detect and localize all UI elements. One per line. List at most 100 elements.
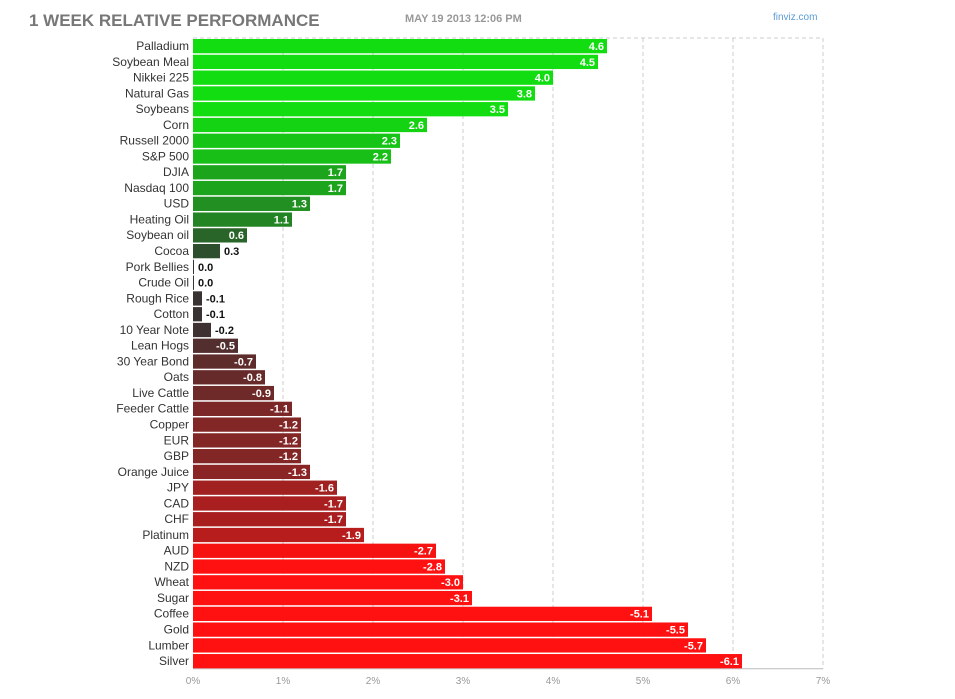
data-label: -5.5	[666, 624, 685, 636]
category-label: Feeder Cattle	[116, 402, 189, 416]
data-label: 4.6	[589, 41, 604, 53]
bar	[193, 244, 220, 259]
data-label: -1.1	[270, 404, 289, 416]
category-label: Crude Oil	[138, 276, 189, 290]
bar	[193, 464, 310, 480]
data-label: 2.2	[373, 151, 388, 163]
data-label: -1.2	[279, 435, 298, 447]
category-label: JPY	[167, 481, 189, 495]
bar	[193, 559, 445, 574]
data-label: -0.1	[206, 309, 225, 321]
brand-link[interactable]: finviz.com	[773, 12, 818, 23]
bar	[193, 86, 535, 101]
data-label: 0.0	[198, 278, 213, 290]
bar	[193, 606, 652, 621]
bar	[193, 338, 238, 353]
data-label: 0.0	[198, 262, 213, 274]
bar	[193, 212, 292, 227]
data-label: -0.7	[234, 356, 253, 368]
bar	[193, 165, 346, 180]
category-label: NZD	[164, 559, 189, 573]
x-tick-label: 6%	[726, 676, 741, 687]
bar	[193, 54, 598, 70]
bar	[193, 385, 274, 401]
data-label: -1.2	[279, 419, 298, 431]
x-tick-label: 0%	[186, 676, 201, 687]
category-label: Soybean oil	[126, 228, 189, 242]
data-label: 4.5	[580, 57, 595, 69]
bar	[193, 654, 742, 669]
category-label: Natural Gas	[125, 86, 189, 100]
category-label: Cotton	[154, 307, 189, 321]
category-label: Sugar	[157, 591, 189, 605]
category-label: CHF	[164, 512, 189, 526]
category-label: Lean Hogs	[131, 339, 189, 353]
bar	[193, 638, 706, 653]
bar	[193, 370, 265, 385]
category-label: GBP	[164, 449, 189, 463]
data-label: 1.1	[274, 214, 289, 226]
data-label: -1.6	[315, 483, 334, 495]
bar	[193, 496, 346, 511]
bar	[193, 433, 301, 448]
bar	[193, 527, 364, 543]
data-label: 3.8	[517, 88, 532, 100]
data-label: -3.0	[441, 577, 460, 589]
category-label: Silver	[159, 654, 189, 668]
category-label: Gold	[164, 622, 189, 636]
data-label: -1.9	[342, 530, 361, 542]
category-label: 10 Year Note	[120, 323, 190, 337]
bar	[193, 401, 292, 416]
category-label: Palladium	[136, 39, 189, 53]
category-label: Platinum	[142, 528, 189, 542]
category-label: Corn	[163, 118, 189, 132]
category-label: EUR	[164, 433, 190, 447]
bar	[193, 322, 211, 338]
data-label: -0.5	[216, 341, 235, 353]
category-label: DJIA	[163, 165, 189, 179]
data-label: -0.2	[215, 325, 234, 337]
bar	[193, 196, 310, 211]
bar	[193, 291, 202, 306]
category-label: Nikkei 225	[133, 71, 189, 85]
category-label: Coffee	[154, 607, 189, 621]
data-label: 2.3	[382, 136, 397, 148]
data-label: -5.7	[684, 640, 703, 652]
x-tick-label: 3%	[456, 676, 471, 687]
category-label: Oats	[164, 370, 189, 384]
category-label: CAD	[164, 496, 190, 510]
data-label: 2.6	[409, 120, 424, 132]
data-label: 1.7	[328, 183, 343, 195]
bar	[193, 354, 256, 369]
bar	[193, 575, 463, 590]
data-label: -2.7	[414, 546, 433, 558]
bar	[193, 102, 508, 117]
category-label: USD	[164, 197, 190, 211]
bar	[193, 117, 427, 133]
category-label: Copper	[150, 417, 189, 431]
category-label: Cocoa	[154, 244, 189, 258]
data-label: -5.1	[630, 609, 649, 621]
data-label: 0.6	[229, 230, 244, 242]
category-label: 30 Year Bond	[117, 354, 189, 368]
data-label: -1.3	[288, 467, 307, 479]
data-label: -1.7	[324, 514, 343, 526]
chart-title: 1 WEEK RELATIVE PERFORMANCE	[29, 11, 320, 30]
x-tick-label: 2%	[366, 676, 381, 687]
bar	[193, 590, 472, 606]
category-label: Nasdaq 100	[124, 181, 189, 195]
category-label: Russell 2000	[120, 134, 190, 148]
bar	[193, 512, 346, 527]
x-tick-label: 7%	[816, 676, 831, 687]
data-label: -0.8	[243, 372, 262, 384]
bar	[193, 70, 553, 85]
bar	[193, 480, 337, 495]
data-label: 0.3	[224, 246, 239, 258]
data-label: 3.5	[490, 104, 505, 116]
category-label: Orange Juice	[118, 465, 190, 479]
data-label: -6.1	[720, 656, 739, 668]
category-label: Rough Rice	[126, 291, 189, 305]
category-label: AUD	[164, 544, 190, 558]
bar	[193, 180, 346, 196]
